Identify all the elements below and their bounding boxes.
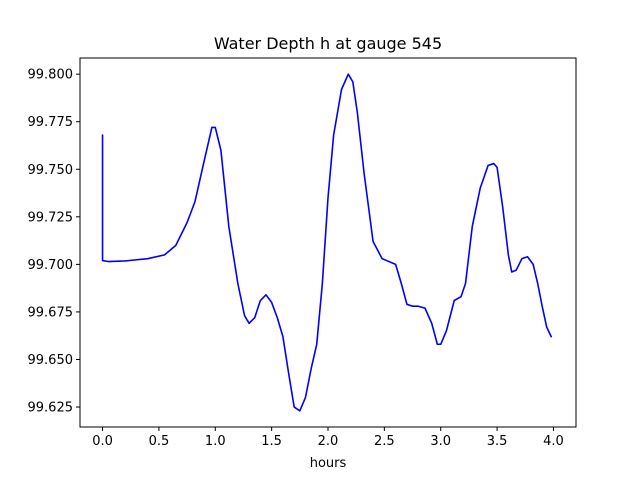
x-axis-label: hours [310, 456, 347, 471]
x-tick-label: 2.5 [374, 434, 395, 449]
x-tick-label: 3.0 [430, 434, 451, 449]
y-tick-label: 99.800 [28, 68, 74, 83]
series-line-0 [101, 73, 552, 412]
x-axis: 0.0 0.5 1.0 1.5 2.0 2.5 3.0 3.5 4.0 [92, 427, 564, 449]
x-tick-label: 1.0 [205, 434, 226, 449]
y-axis: 99.625 99.650 99.675 99.700 99.725 99.750 99.7… [28, 68, 80, 416]
x-tick-label: 0.0 [92, 434, 113, 449]
y-tick-label: 99.675 [28, 305, 74, 320]
y-tick-label: 99.775 [28, 115, 74, 130]
y-tick-label: 99.625 [28, 401, 74, 416]
y-tick-label: 99.700 [28, 258, 74, 273]
y-tick-label: 99.650 [28, 353, 74, 368]
y-tick-label: 99.725 [28, 210, 74, 225]
x-tick-label: 3.5 [487, 434, 508, 449]
x-tick-label: 0.5 [149, 434, 170, 449]
x-tick-label: 2.0 [318, 434, 339, 449]
chart-title: Water Depth h at gauge 545 [214, 34, 442, 53]
y-tick-label: 99.750 [28, 163, 74, 178]
x-tick-label: 4.0 [543, 434, 564, 449]
x-tick-label: 1.5 [261, 434, 282, 449]
